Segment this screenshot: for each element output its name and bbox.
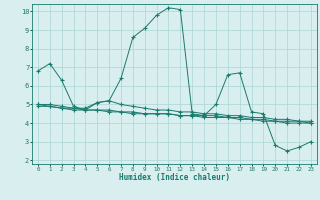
X-axis label: Humidex (Indice chaleur): Humidex (Indice chaleur) [119,173,230,182]
